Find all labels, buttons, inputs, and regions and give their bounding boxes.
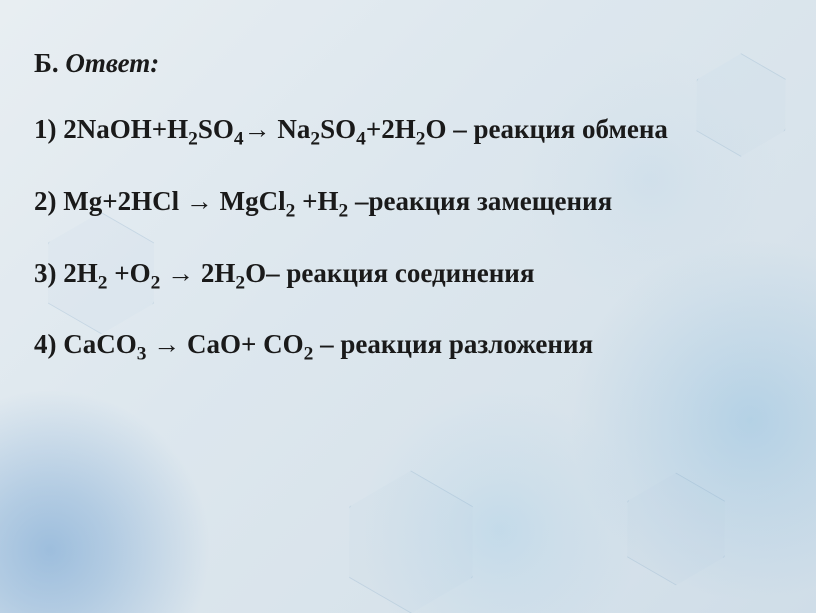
equation-1: 1) 2NaOH+H2SO4→ Na2SO4+2H2O – реакция об…: [34, 113, 782, 147]
eq-desc: реакция замещения: [368, 186, 612, 216]
eq-sep: –: [313, 329, 340, 359]
eq-rhs: CaO+ CO2: [187, 329, 313, 359]
eq-rhs: 2H2O: [201, 258, 266, 288]
equation-4: 4) CaCO3 → CaO+ CO2 – реакция разложения: [34, 328, 782, 362]
bg-hexagon: [319, 453, 504, 613]
eq-lhs: 2H2 +O2: [63, 258, 160, 288]
eq-num: 2): [34, 186, 57, 216]
eq-lhs: CaCO3: [63, 329, 146, 359]
eq-rhs: Na2SO4+2H2O: [277, 114, 446, 144]
slide: Б. Ответ: 1) 2NaOH+H2SO4→ Na2SO4+2H2O – …: [0, 0, 816, 613]
equation-2: 2) Mg+2HCl → MgCl2 +H2 –реакция замещени…: [34, 185, 782, 219]
eq-arrow: →: [146, 329, 187, 359]
equation-3: 3) 2H2 +O2 → 2H2O– реакция соединения: [34, 257, 782, 291]
eq-arrow: →: [160, 258, 201, 288]
eq-num: 1): [34, 114, 57, 144]
eq-arrow: →: [179, 186, 220, 216]
eq-sep: –: [446, 114, 473, 144]
eq-desc: реакция разложения: [340, 329, 593, 359]
eq-num: 4): [34, 329, 57, 359]
heading: Б. Ответ:: [34, 48, 782, 79]
heading-label: Б.: [34, 48, 59, 78]
eq-desc: реакция соединения: [286, 258, 534, 288]
eq-arrow: →: [244, 114, 271, 144]
heading-answer: Ответ:: [65, 48, 159, 78]
eq-lhs: Mg+2HCl: [63, 186, 179, 216]
eq-desc: реакция обмена: [473, 114, 667, 144]
eq-num: 3): [34, 258, 57, 288]
content-block: Б. Ответ: 1) 2NaOH+H2SO4→ Na2SO4+2H2O – …: [34, 48, 782, 362]
eq-lhs: 2NaOH+H2SO4: [63, 114, 243, 144]
eq-rhs: MgCl2 +H2: [220, 186, 349, 216]
eq-sep: –: [348, 186, 368, 216]
bg-hexagon: [603, 459, 749, 600]
eq-sep: –: [266, 258, 286, 288]
